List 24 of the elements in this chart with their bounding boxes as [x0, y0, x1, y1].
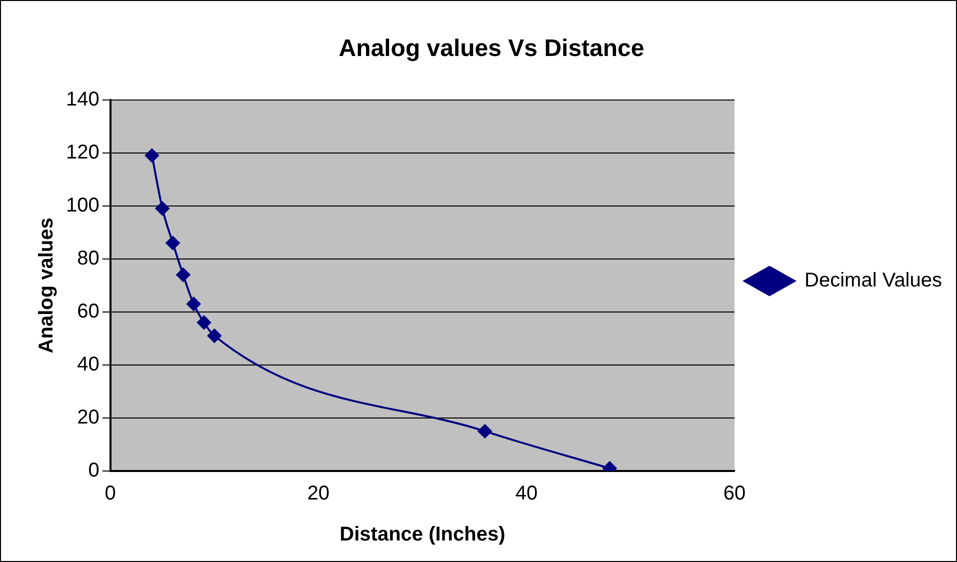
y-tick-label: 80 [77, 247, 100, 270]
point [176, 268, 190, 282]
x-tick-label: 0 [104, 482, 116, 505]
y-tick-label: 100 [66, 194, 100, 216]
x-tick-label: 20 [307, 482, 330, 505]
y-tick-label: 120 [66, 141, 100, 164]
y-tick-label: 20 [77, 406, 100, 428]
y-axis-title: Analog values [36, 218, 58, 354]
point [166, 236, 180, 250]
point [155, 202, 170, 216]
x-tick-label: 40 [515, 482, 538, 505]
y-tick-label: 40 [77, 353, 100, 376]
y-tick-label: 140 [66, 88, 100, 110]
point [144, 148, 159, 162]
y-tick-label: 0 [88, 460, 100, 482]
point [186, 296, 201, 311]
chart-title: Analog values Vs Distance [338, 35, 644, 62]
x-axis-title: Distance (Inches) [340, 524, 506, 546]
legend-label: Decimal Values [804, 270, 942, 292]
point [196, 316, 211, 330]
y-tick-label: 60 [77, 300, 100, 322]
point [478, 424, 492, 438]
x-tick-label: 60 [723, 482, 746, 505]
point [207, 328, 222, 343]
